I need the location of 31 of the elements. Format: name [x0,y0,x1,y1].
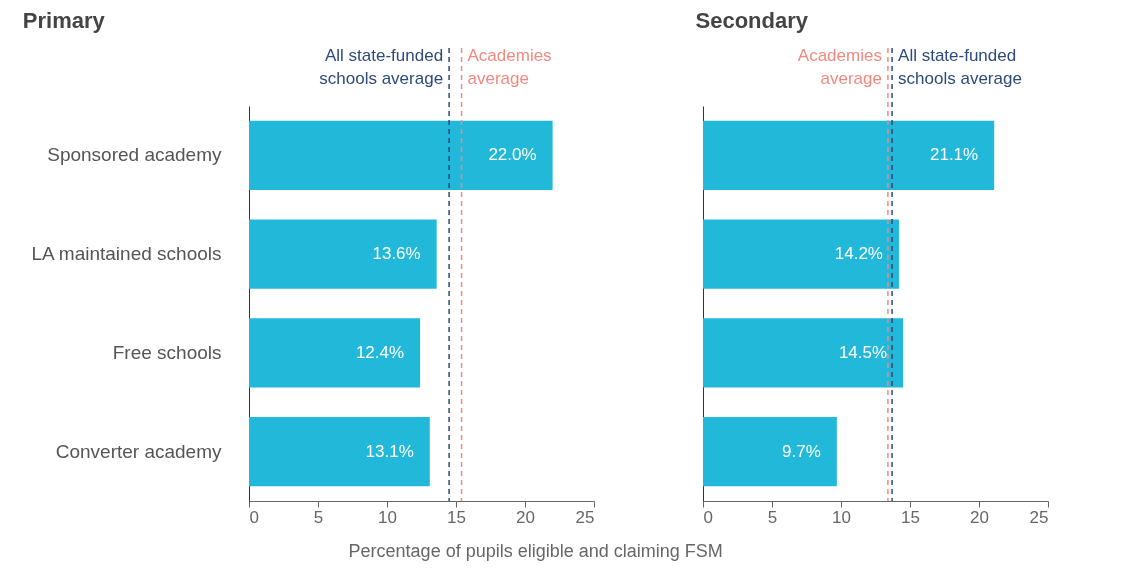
x-tick-label: 25 [575,507,595,527]
x-tick-label: 10 [832,507,851,527]
chart-title: Secondary [695,8,809,33]
x-tick-label: 15 [447,507,466,527]
data-label: 9.7% [782,441,821,461]
ref-line-label: Academies average [467,46,552,88]
x-tick-label: 15 [901,507,920,527]
data-label: 22.0% [488,145,537,165]
x-axis-title: Percentage of pupils eligible and claiming FSM [348,541,723,561]
x-tick-label: 20 [516,507,535,527]
y-tick-label: Converter academy [55,440,222,462]
y-tick-label: LA maintained schools [31,243,222,265]
data-label: 13.1% [365,441,414,461]
x-tick-label: 5 [767,507,778,527]
x-tick-label: 5 [313,507,324,527]
data-label: 21.1% [929,145,979,165]
y-tick-label: Sponsored academy [47,144,222,166]
ref-line-label: Academies average [797,46,882,88]
ref-line-label: All state-funded schools average [898,46,1022,88]
data-label: 14.2% [834,244,883,264]
text: Primary [22,8,106,33]
x-tick-label: 20 [970,507,989,527]
x-tick-label: 0 [703,507,713,527]
x-tick-label: 25 [1029,507,1049,527]
data-label: 14.5% [838,342,888,362]
data-label: 12.4% [355,342,405,362]
x-tick-label: 10 [378,507,397,527]
ref-line-label: All state-funded schools average [319,46,444,88]
data-label: 13.6% [372,244,421,264]
y-tick-label: Free schools [112,341,222,363]
x-tick-label: 0 [249,507,259,527]
